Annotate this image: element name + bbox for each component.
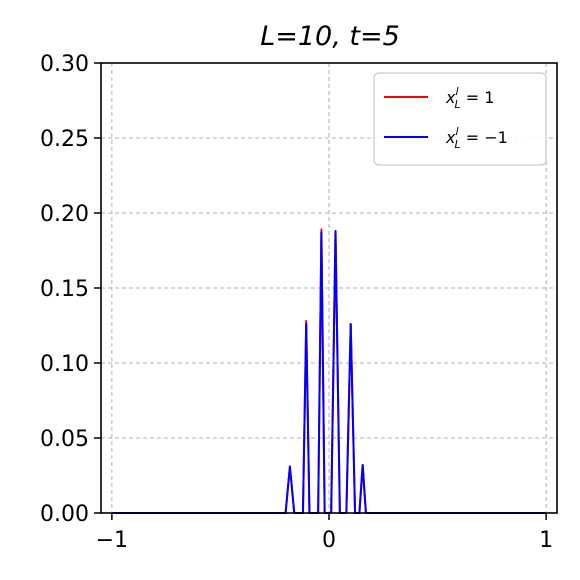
y-tick-label: 0.20 bbox=[40, 202, 89, 227]
x-tick-label: −1 bbox=[96, 528, 128, 553]
legend-label: xl L = −1 bbox=[445, 125, 508, 151]
x-tick-label: 0 bbox=[322, 528, 336, 553]
y-tick-label: 0.00 bbox=[40, 502, 89, 527]
y-tick-label: 0.05 bbox=[40, 427, 89, 452]
y-tick-label: 0.15 bbox=[40, 277, 89, 302]
legend-label: xl L = 1 bbox=[445, 85, 494, 111]
chart-title: L=10, t=5 bbox=[260, 21, 400, 52]
y-tick-label: 0.30 bbox=[40, 52, 89, 77]
y-axis: 0.00 0.05 0.10 0.15 0.20 0.25 0.30 bbox=[40, 52, 101, 527]
x-tick-label: 1 bbox=[539, 528, 553, 553]
x-axis: −1 0 1 bbox=[96, 513, 553, 553]
y-tick-label: 0.25 bbox=[40, 127, 89, 152]
y-tick-label: 0.10 bbox=[40, 352, 89, 377]
legend: xl L = 1 xl L = −1 bbox=[373, 72, 547, 166]
legend-box bbox=[373, 72, 547, 166]
